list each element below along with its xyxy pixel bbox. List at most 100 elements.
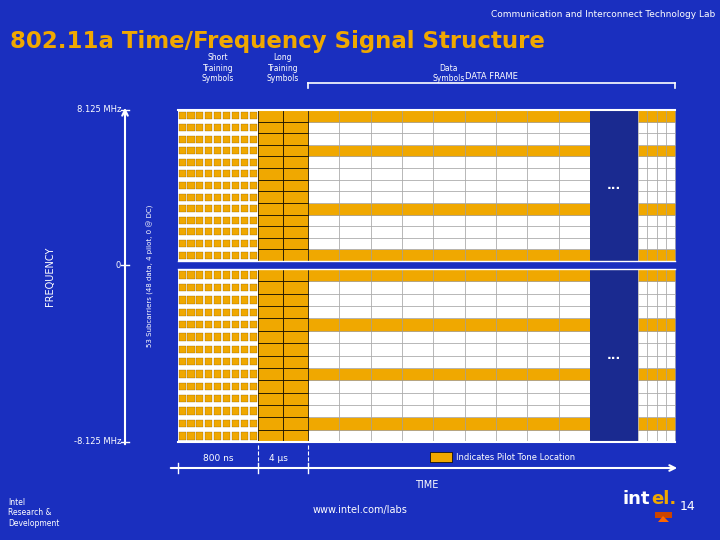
Bar: [464, 417, 496, 430]
Bar: [258, 269, 283, 281]
Bar: [240, 383, 248, 390]
Bar: [232, 205, 239, 212]
Text: ...: ...: [607, 179, 621, 192]
Bar: [179, 333, 186, 341]
Bar: [527, 145, 559, 157]
Bar: [527, 203, 559, 214]
Bar: [402, 294, 433, 306]
Bar: [258, 319, 283, 331]
Bar: [205, 136, 212, 143]
Bar: [308, 405, 339, 417]
Bar: [433, 110, 464, 122]
Bar: [308, 122, 339, 133]
Bar: [214, 321, 221, 328]
Bar: [283, 157, 308, 168]
Text: Short
Training
Symbols: Short Training Symbols: [202, 53, 234, 83]
Bar: [232, 321, 239, 328]
Bar: [638, 122, 647, 133]
Bar: [433, 191, 464, 203]
Bar: [559, 180, 590, 191]
Bar: [339, 405, 371, 417]
Bar: [666, 430, 675, 442]
Bar: [339, 319, 371, 331]
Bar: [464, 133, 496, 145]
Bar: [496, 306, 527, 319]
Bar: [283, 331, 308, 343]
Bar: [223, 240, 230, 247]
Bar: [638, 380, 647, 393]
Bar: [638, 168, 647, 180]
Bar: [214, 358, 221, 366]
Text: int: int: [622, 490, 649, 508]
Bar: [496, 203, 527, 214]
Bar: [308, 430, 339, 442]
Bar: [308, 368, 339, 380]
Bar: [283, 281, 308, 294]
Bar: [559, 122, 590, 133]
Bar: [223, 112, 230, 119]
Bar: [371, 214, 402, 226]
Bar: [240, 194, 248, 200]
Bar: [647, 331, 657, 343]
Bar: [559, 430, 590, 442]
Bar: [657, 133, 666, 145]
Bar: [402, 393, 433, 405]
Bar: [179, 383, 186, 390]
Bar: [496, 405, 527, 417]
Bar: [205, 272, 212, 279]
Bar: [657, 180, 666, 191]
Bar: [339, 122, 371, 133]
Bar: [187, 333, 194, 341]
Bar: [339, 393, 371, 405]
Bar: [179, 370, 186, 378]
Bar: [638, 355, 647, 368]
Bar: [339, 238, 371, 249]
Bar: [205, 147, 212, 154]
Bar: [223, 205, 230, 212]
Bar: [308, 331, 339, 343]
Bar: [178, 110, 675, 261]
Bar: [647, 281, 657, 294]
Bar: [402, 306, 433, 319]
Bar: [464, 319, 496, 331]
Bar: [496, 191, 527, 203]
Bar: [240, 228, 248, 235]
Text: www.intel.com/labs: www.intel.com/labs: [312, 505, 408, 515]
Bar: [339, 191, 371, 203]
Bar: [647, 157, 657, 168]
Bar: [657, 122, 666, 133]
Bar: [232, 159, 239, 166]
Bar: [283, 249, 308, 261]
Bar: [258, 380, 283, 393]
Bar: [214, 112, 221, 119]
Bar: [223, 432, 230, 440]
Bar: [647, 405, 657, 417]
Bar: [496, 249, 527, 261]
Bar: [647, 343, 657, 355]
Bar: [250, 395, 257, 402]
Bar: [371, 191, 402, 203]
Bar: [464, 430, 496, 442]
Bar: [339, 331, 371, 343]
Bar: [527, 306, 559, 319]
Bar: [197, 112, 203, 119]
Bar: [205, 370, 212, 378]
Bar: [647, 203, 657, 214]
Bar: [339, 180, 371, 191]
Bar: [258, 281, 283, 294]
Bar: [339, 145, 371, 157]
Bar: [371, 319, 402, 331]
Bar: [496, 180, 527, 191]
Bar: [402, 331, 433, 343]
Bar: [666, 269, 675, 281]
Bar: [223, 346, 230, 353]
Bar: [666, 122, 675, 133]
Bar: [258, 122, 283, 133]
Bar: [214, 240, 221, 247]
Bar: [283, 110, 308, 122]
Bar: [232, 228, 239, 235]
Bar: [496, 430, 527, 442]
Bar: [179, 407, 186, 415]
Bar: [464, 281, 496, 294]
Bar: [638, 214, 647, 226]
